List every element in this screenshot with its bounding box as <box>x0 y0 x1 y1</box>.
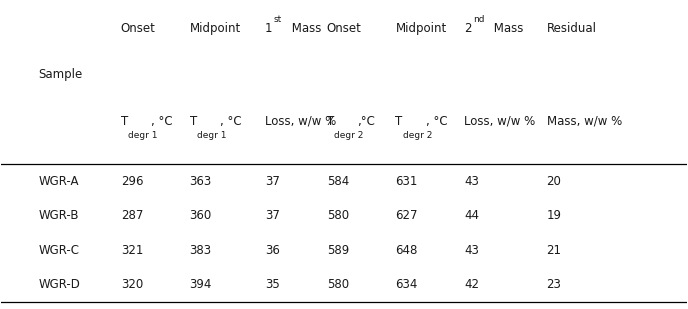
Text: 37: 37 <box>265 209 280 222</box>
Text: Midpoint: Midpoint <box>396 22 447 35</box>
Text: 589: 589 <box>327 244 349 257</box>
Text: 43: 43 <box>464 244 479 257</box>
Text: Loss, w/w %: Loss, w/w % <box>265 115 336 128</box>
Text: WGR-B: WGR-B <box>39 209 79 222</box>
Text: 19: 19 <box>546 209 561 222</box>
Text: 42: 42 <box>464 278 479 291</box>
Text: 2: 2 <box>464 22 472 35</box>
Text: 36: 36 <box>265 244 280 257</box>
Text: Onset: Onset <box>327 22 362 35</box>
Text: 20: 20 <box>546 175 561 188</box>
Text: nd: nd <box>473 15 484 23</box>
Text: 1: 1 <box>265 22 272 35</box>
Text: st: st <box>274 15 282 23</box>
Text: 23: 23 <box>546 278 561 291</box>
Text: 363: 363 <box>189 175 212 188</box>
Text: degr 1: degr 1 <box>129 131 158 140</box>
Text: ,°C: ,°C <box>357 115 375 128</box>
Text: 35: 35 <box>265 278 280 291</box>
Text: Onset: Onset <box>121 22 155 35</box>
Text: 21: 21 <box>546 244 561 257</box>
Text: , °C: , °C <box>151 115 173 128</box>
Text: degr 2: degr 2 <box>334 131 364 140</box>
Text: T: T <box>327 115 334 128</box>
Text: Loss, w/w %: Loss, w/w % <box>464 115 535 128</box>
Text: 580: 580 <box>327 209 349 222</box>
Text: T: T <box>189 115 197 128</box>
Text: , °C: , °C <box>219 115 241 128</box>
Text: 394: 394 <box>189 278 212 291</box>
Text: T: T <box>121 115 128 128</box>
Text: Residual: Residual <box>546 22 596 35</box>
Text: 287: 287 <box>121 209 143 222</box>
Text: 383: 383 <box>189 244 212 257</box>
Text: T: T <box>396 115 402 128</box>
Text: 631: 631 <box>396 175 418 188</box>
Text: degr 1: degr 1 <box>197 131 226 140</box>
Text: , °C: , °C <box>426 115 447 128</box>
Text: Mass: Mass <box>288 22 322 35</box>
Text: WGR-C: WGR-C <box>39 244 79 257</box>
Text: 627: 627 <box>396 209 418 222</box>
Text: 648: 648 <box>396 244 418 257</box>
Text: Midpoint: Midpoint <box>189 22 241 35</box>
Text: WGR-A: WGR-A <box>39 175 79 188</box>
Text: WGR-D: WGR-D <box>39 278 80 291</box>
Text: degr 2: degr 2 <box>403 131 433 140</box>
Text: Sample: Sample <box>39 68 83 81</box>
Text: 584: 584 <box>327 175 349 188</box>
Text: 580: 580 <box>327 278 349 291</box>
Text: 296: 296 <box>121 175 143 188</box>
Text: 320: 320 <box>121 278 143 291</box>
Text: 360: 360 <box>189 209 212 222</box>
Text: Mass, w/w %: Mass, w/w % <box>546 115 622 128</box>
Text: Mass: Mass <box>491 22 524 35</box>
Text: 321: 321 <box>121 244 143 257</box>
Text: 37: 37 <box>265 175 280 188</box>
Text: 634: 634 <box>396 278 418 291</box>
Text: 44: 44 <box>464 209 479 222</box>
Text: 43: 43 <box>464 175 479 188</box>
